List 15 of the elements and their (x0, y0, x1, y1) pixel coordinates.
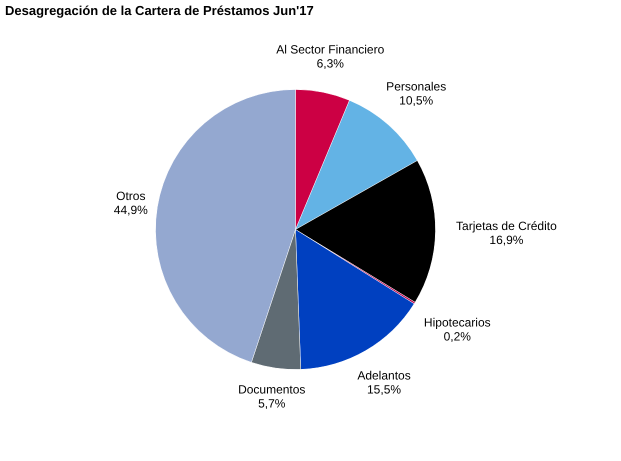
data-label: 44,9% (114, 202, 148, 217)
data-label: 5,7% (258, 396, 286, 410)
data-label: 10,5% (399, 93, 434, 108)
slice-label: Adelantos (357, 368, 411, 382)
data-label: 16,9% (489, 232, 524, 247)
chart-title: Desagregación de la Cartera de Préstamos Jun'17 (5, 3, 314, 18)
data-label: 6,3% (316, 56, 344, 70)
data-label: 15,5% (367, 382, 402, 396)
slice-label: Hipotecarios (424, 315, 491, 330)
slice-label: Al Sector Financiero (276, 42, 385, 56)
slice-label: Tarjetas de Crédito (456, 218, 558, 233)
slice-label: Personales (386, 79, 446, 94)
slice-label: Documentos (238, 382, 306, 396)
data-label: 0,2% (444, 329, 472, 344)
slice-label: Otros (116, 188, 146, 203)
